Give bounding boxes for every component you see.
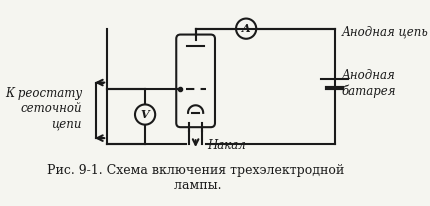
Text: Анодная
батарея: Анодная батарея	[341, 69, 396, 98]
Circle shape	[236, 19, 256, 39]
Text: К реостату
сеточной
цепи: К реостату сеточной цепи	[5, 87, 82, 130]
Text: A: A	[242, 23, 250, 34]
FancyBboxPatch shape	[176, 35, 215, 127]
Text: Накал: Накал	[207, 139, 246, 152]
Text: Рис. 9-1. Схема включения трехэлектродной
 лампы.: Рис. 9-1. Схема включения трехэлектродно…	[47, 164, 344, 192]
Text: Анодная цепь: Анодная цепь	[341, 26, 428, 39]
Text: V: V	[141, 109, 149, 120]
Circle shape	[135, 104, 155, 125]
